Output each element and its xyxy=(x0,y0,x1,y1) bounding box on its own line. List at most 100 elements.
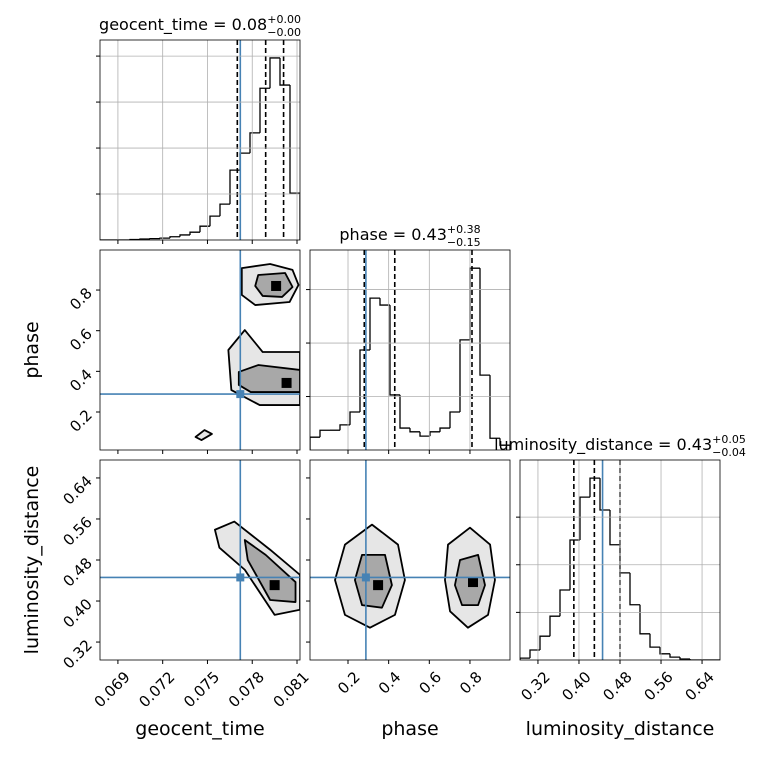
hist-step xyxy=(260,88,270,133)
hist-step xyxy=(240,153,250,170)
hist-step xyxy=(370,298,380,350)
panel-title: phase = 0.43+0.38−0.15 xyxy=(339,223,480,249)
density-peak xyxy=(271,281,281,291)
x-axis-label: luminosity_distance xyxy=(526,718,715,740)
y-tick-label: 0.4 xyxy=(66,365,96,395)
truth-marker xyxy=(362,573,370,581)
title-sup: +0.38 xyxy=(447,223,481,236)
hist-step xyxy=(540,636,550,650)
hist-step xyxy=(490,375,500,438)
hist-step xyxy=(580,497,590,540)
title-sup: +0.00 xyxy=(267,13,301,26)
hist-step xyxy=(630,573,640,605)
y-axis-label: luminosity_distance xyxy=(21,466,43,655)
hist-step xyxy=(480,268,490,375)
hist-step xyxy=(270,58,280,88)
plot-area xyxy=(100,250,300,450)
hist-step xyxy=(180,235,190,237)
title-sub: −0.04 xyxy=(712,446,746,459)
hist-step xyxy=(400,395,410,428)
x-tick-label: 0.072 xyxy=(135,668,178,711)
title-sub: −0.00 xyxy=(267,26,301,39)
x-tick-label: 0.4 xyxy=(375,668,405,698)
hist-step xyxy=(430,432,440,436)
plot-area xyxy=(310,460,510,660)
x-tick-label: 0.64 xyxy=(681,668,717,704)
density-peak xyxy=(373,580,383,590)
x-tick-label: 0.56 xyxy=(640,668,676,704)
truth-marker xyxy=(236,390,244,398)
hist-step xyxy=(190,232,200,235)
hist-step xyxy=(450,412,460,428)
y-tick-label: 0.8 xyxy=(66,284,96,314)
hist-step xyxy=(460,340,470,412)
y-tick-label: 0.2 xyxy=(66,406,96,436)
x-tick-label: 0.6 xyxy=(415,668,445,698)
y-tick-label: 0.64 xyxy=(59,472,95,508)
panel-title: geocent_time = 0.08+0.00−0.00 xyxy=(99,13,301,39)
x-tick-label: 0.8 xyxy=(456,668,486,698)
hist-step xyxy=(280,58,290,85)
title-sup: +0.05 xyxy=(712,433,746,446)
title-main: luminosity_distance = 0.43 xyxy=(494,435,712,455)
hist-step xyxy=(610,510,620,545)
hist-step xyxy=(410,428,420,432)
hist-step xyxy=(210,216,220,226)
y-axis-label: phase xyxy=(21,321,43,378)
y-tick-label: 0.6 xyxy=(66,325,96,355)
plot-area xyxy=(100,460,300,660)
hist-step xyxy=(660,647,670,654)
density-peak xyxy=(468,577,478,587)
hist-step xyxy=(600,478,610,510)
density-peak xyxy=(270,580,280,590)
hist-step xyxy=(220,204,230,216)
panel: 0.2 0.4 0.6 0.8 phase xyxy=(306,460,510,740)
x-tick-label: 0.48 xyxy=(599,668,635,704)
x-tick-label: 0.081 xyxy=(270,668,313,711)
title-sub: −0.15 xyxy=(447,236,481,249)
panel-title: luminosity_distance = 0.43+0.05−0.04 xyxy=(494,433,746,459)
panel: phase = 0.43+0.38−0.15 xyxy=(306,223,510,454)
hist-step xyxy=(440,428,450,432)
plot-area xyxy=(310,250,510,450)
hist-step xyxy=(670,654,680,657)
hist-step xyxy=(640,605,650,634)
y-tick-label: 0.32 xyxy=(59,636,95,672)
hist-step xyxy=(420,432,430,436)
panel: 0.2 0.4 0.6 0.8 phase xyxy=(21,250,300,454)
x-tick-label: 0.069 xyxy=(91,668,134,711)
hist-step xyxy=(250,133,260,153)
panel: geocent_time = 0.08+0.00−0.00 xyxy=(96,13,301,244)
y-tick-label: 0.40 xyxy=(59,595,95,631)
contour xyxy=(196,430,212,440)
hist-step xyxy=(620,545,630,573)
hist-step xyxy=(290,85,300,240)
hist-step xyxy=(310,437,320,450)
hist-step xyxy=(170,237,180,238)
x-tick-label: 0.078 xyxy=(225,668,268,711)
density-peak xyxy=(282,378,292,388)
y-tick-label: 0.56 xyxy=(59,513,95,549)
hist-step xyxy=(350,412,360,425)
y-tick-label: 0.48 xyxy=(59,554,95,590)
title-main: geocent_time = 0.08 xyxy=(99,15,267,35)
hist-step xyxy=(340,425,350,430)
plot-area xyxy=(100,40,300,240)
hist-step xyxy=(650,634,660,647)
x-tick-label: 0.2 xyxy=(334,668,364,698)
x-tick-label: 0.32 xyxy=(517,668,553,704)
hist-step xyxy=(550,616,560,636)
hist-step xyxy=(200,226,210,232)
x-tick-label: 0.40 xyxy=(558,668,594,704)
title-main: phase = 0.43 xyxy=(339,225,446,244)
x-axis-label: geocent_time xyxy=(135,718,264,740)
truth-marker xyxy=(236,573,244,581)
x-axis-label: phase xyxy=(381,718,438,740)
hist-step xyxy=(320,430,330,437)
hist-step xyxy=(230,170,240,204)
x-tick-label: 0.075 xyxy=(180,668,223,711)
hist-step xyxy=(530,650,540,658)
